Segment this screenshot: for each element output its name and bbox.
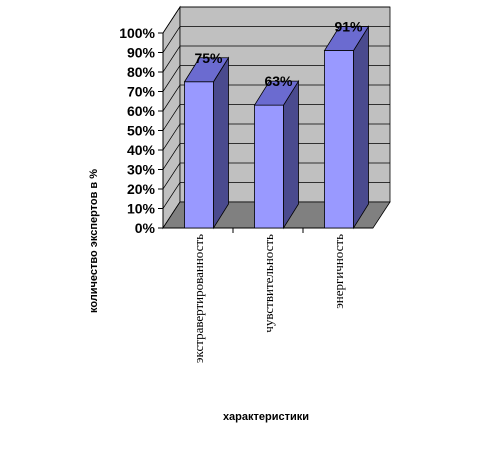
- bar-top: [183, 57, 230, 83]
- category-label: чувствительность: [261, 234, 276, 333]
- bar-top: [323, 26, 370, 51]
- bar: [253, 79, 300, 230]
- bars: [183, 25, 370, 230]
- gridline: [162, 26, 390, 53]
- gridline: [162, 123, 390, 151]
- data-labels: 75% 63% 91%: [194, 19, 363, 90]
- category-labels: экстравертированность чувствительность эне…: [191, 234, 346, 363]
- gridline: [162, 65, 390, 92]
- y-tick-label: 90%: [127, 45, 156, 61]
- bar-front: [324, 50, 354, 229]
- y-axis-title: количество экспертов в %: [88, 169, 100, 313]
- bar-top: [253, 80, 300, 106]
- bar-side: [213, 56, 229, 230]
- gridline: [162, 162, 390, 190]
- y-tick-label: 0%: [135, 220, 156, 236]
- category-label: экстравертированность: [191, 234, 206, 363]
- bar-side: [283, 79, 299, 230]
- x-axis-title: характеристики: [223, 411, 309, 423]
- category-label: энергичность: [331, 234, 346, 309]
- gridline: [162, 84, 390, 112]
- y-tick-label: 30%: [127, 162, 156, 178]
- bar: [323, 25, 370, 230]
- y-tick-label: 50%: [127, 123, 156, 139]
- gridline: [162, 45, 390, 73]
- bar: [183, 56, 230, 230]
- y-tick-label: 10%: [127, 201, 156, 217]
- data-label: 63%: [264, 73, 293, 89]
- y-tick-label: 40%: [127, 142, 156, 158]
- y-tick-label: 80%: [127, 64, 156, 80]
- data-label: 75%: [194, 50, 223, 66]
- gridline: [162, 104, 390, 131]
- gridline: [162, 143, 390, 170]
- y-tick-label: 60%: [127, 103, 156, 119]
- y-tick-label: 100%: [119, 25, 155, 41]
- gridline: [162, 6, 390, 34]
- y-tick-label: 20%: [127, 181, 156, 197]
- y-tick-labels: 0% 10% 20% 30% 40% 50% 60% 70% 80% 90% 100%: [119, 25, 155, 236]
- bar-front: [254, 104, 284, 229]
- bar-side: [353, 25, 369, 230]
- gridline: [162, 182, 390, 209]
- y-tick-label: 70%: [127, 84, 156, 100]
- data-label: 91%: [334, 19, 363, 35]
- bar-front: [184, 81, 214, 229]
